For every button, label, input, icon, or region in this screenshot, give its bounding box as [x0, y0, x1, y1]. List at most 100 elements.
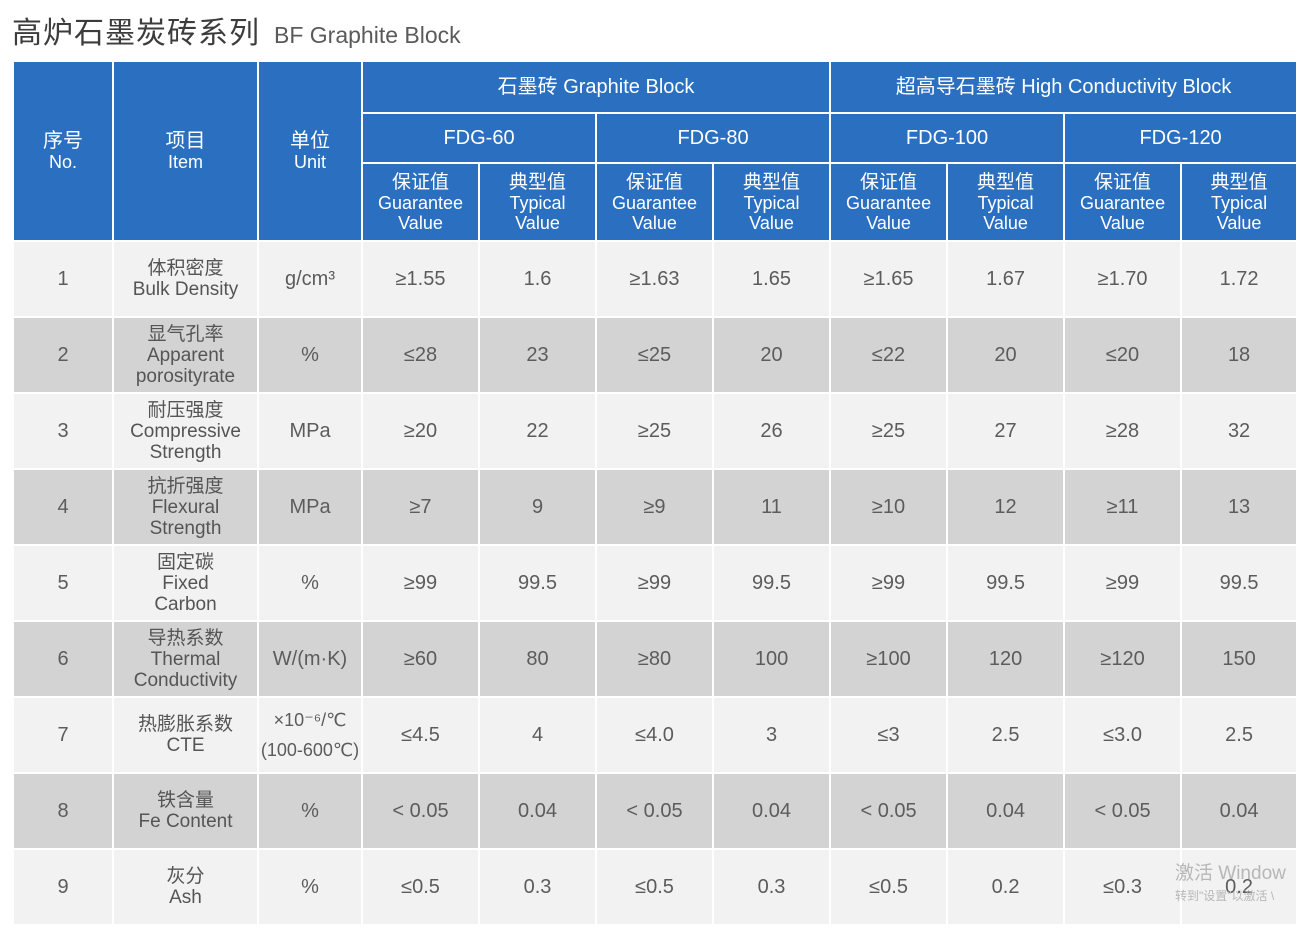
row-unit: W/(m·K)	[257, 620, 363, 698]
typical-value-cell: 26	[711, 392, 832, 470]
typical-value-cell: 20	[946, 316, 1066, 394]
item-cn: 铁含量	[156, 790, 214, 811]
item-en: Apparent	[146, 344, 225, 366]
item-cn: 耐压强度	[147, 399, 224, 421]
row-item: 铁含量 Fe Content	[112, 772, 259, 850]
guarantee-value-cell: ≤3	[829, 696, 949, 774]
typical-value-cell: 100	[711, 620, 832, 698]
spec-table: 序号 No. 项目 Item 单位 Unit 石墨砖 Graphite Bloc…	[12, 60, 1299, 926]
guarantee-value-cell: < 0.05	[1063, 772, 1183, 850]
guarantee-value-cell: ≤28	[361, 316, 480, 394]
row-unit: ×10⁻⁶/℃ (100-600℃)	[257, 696, 363, 774]
table-row: 6 导热系数 Thermal Conductivity W/(m·K) ≥60 80 ≥80 1…	[12, 620, 1299, 698]
header-group-graphite: 石墨砖 Graphite Block	[360, 60, 832, 114]
row-item: 灰分 Ash	[112, 848, 259, 926]
item-cn: 体积密度	[147, 258, 224, 279]
header-no-cn: 序号	[43, 130, 83, 152]
row-item: 耐压强度 Compressive Strength	[112, 392, 259, 470]
row-item: 显气孔率 Apparent porosityrate	[112, 316, 259, 394]
item-en: Carbon	[154, 593, 217, 615]
item-cn: 抗折强度	[147, 475, 224, 497]
item-en: Thermal	[150, 648, 221, 670]
typical-value-cell: 1.65	[711, 240, 832, 318]
row-item: 导热系数 Thermal Conductivity	[112, 620, 259, 698]
table-row: 8 铁含量 Fe Content% < 0.05 0.04 < 0.05 0.04 < 0.0…	[12, 772, 1299, 850]
row-number: 5	[12, 544, 114, 622]
item-en: Strength	[149, 441, 222, 463]
item-cn: 热膨胀系数	[137, 714, 233, 735]
table-body: 1 体积密度 Bulk Density g/cm³ ≥1.55 1.6 ≥1.63 1.65 ≥…	[12, 240, 1299, 926]
typical-value-cell: 0.04	[711, 772, 832, 850]
guarantee-value-cell: ≤3.0	[1063, 696, 1183, 774]
header-grade-fdg60: FDG-60	[361, 112, 597, 164]
guarantee-value-cell: ≥10	[829, 468, 949, 546]
header-typical: 典型值 Typical Value	[946, 162, 1066, 242]
header-no: 序号 No.	[12, 60, 114, 242]
row-item: 体积密度 Bulk Density	[112, 240, 259, 318]
table-row: 9 灰分 Ash% ≤0.5 0.3 ≤0.5 0.3 ≤0.5 0.2 ≤0.3 0.2	[12, 848, 1299, 926]
typical-value-cell: 0.04	[478, 772, 597, 850]
typical-value-cell: 2.5	[1180, 696, 1299, 774]
typical-value-cell: 150	[1180, 620, 1299, 698]
row-unit: g/cm³	[257, 240, 363, 318]
typical-value-cell: 3	[711, 696, 832, 774]
guarantee-value-cell: < 0.05	[829, 772, 949, 850]
row-unit: %	[257, 316, 363, 394]
item-en: Ash	[169, 887, 202, 908]
item-en: Compressive	[130, 420, 241, 442]
guarantee-value-cell: ≥20	[361, 392, 480, 470]
guarantee-value-cell: ≥1.70	[1063, 240, 1183, 318]
header-guarantee: 保证值 Guarantee Value	[361, 162, 480, 242]
table-row: 7 热膨胀系数 CTE ×10⁻⁶/℃ (100-600℃) ≤4.5 4 ≤4.0 3 ≤3 2.…	[12, 696, 1299, 774]
row-item: 抗折强度 Flexural Strength	[112, 468, 259, 546]
typical-value-cell: 18	[1180, 316, 1299, 394]
guarantee-value-cell: < 0.05	[595, 772, 714, 850]
header-grade-fdg120: FDG-120	[1063, 112, 1299, 164]
guarantee-value-cell: ≥99	[361, 544, 480, 622]
header-typical: 典型值 Typical Value	[478, 162, 597, 242]
typical-value-cell: 99.5	[946, 544, 1066, 622]
typical-value-cell: 4	[478, 696, 597, 774]
typical-value-cell: 99.5	[478, 544, 597, 622]
guarantee-value-cell: ≥7	[361, 468, 480, 546]
row-unit: %	[257, 772, 363, 850]
page-title: 高炉石墨炭砖系列 BF Graphite Block	[12, 8, 461, 52]
guarantee-value-cell: ≥11	[1063, 468, 1183, 546]
typical-value-cell: 0.04	[946, 772, 1066, 850]
item-en: Flexural	[151, 496, 220, 518]
header-unit-en: Unit	[293, 152, 326, 172]
header-grade-fdg100: FDG-100	[829, 112, 1066, 164]
header-grade-fdg80: FDG-80	[594, 112, 832, 164]
typical-value-cell: 32	[1180, 392, 1299, 470]
item-en: Strength	[149, 517, 222, 539]
header-guarantee: 保证值 Guarantee Value	[829, 162, 949, 242]
item-en: porosityrate	[135, 365, 236, 387]
item-en: CTE	[166, 735, 205, 756]
row-number: 9	[12, 848, 114, 926]
item-cn: 固定碳	[156, 551, 214, 573]
typical-value-cell: 120	[946, 620, 1066, 698]
guarantee-value-cell: ≤4.5	[361, 696, 480, 774]
item-cn: 灰分	[166, 866, 205, 887]
row-number: 7	[12, 696, 114, 774]
typical-value-cell: 20	[711, 316, 832, 394]
item-en: Bulk Density	[132, 279, 239, 300]
row-unit: %	[257, 848, 363, 926]
row-number: 1	[12, 240, 114, 318]
table-row: 2 显气孔率 Apparent porosityrate% ≤28 23 ≤25 20 ≤22 2…	[12, 316, 1299, 394]
item-cn: 显气孔率	[147, 323, 224, 345]
header-item: 项目 Item	[112, 60, 259, 242]
header-item-en: Item	[167, 152, 203, 172]
row-unit: MPa	[257, 392, 363, 470]
typical-value-cell: 22	[478, 392, 597, 470]
typical-value-cell: 99.5	[711, 544, 832, 622]
row-unit: %	[257, 544, 363, 622]
table-row: 1 体积密度 Bulk Density g/cm³ ≥1.55 1.6 ≥1.63 1.65 ≥…	[12, 240, 1299, 318]
typical-value-cell: 1.6	[478, 240, 597, 318]
header-unit: 单位 Unit	[257, 60, 363, 242]
row-number: 8	[12, 772, 114, 850]
table-row: 3 耐压强度 Compressive Strength MPa ≥20 22 ≥25 26 ≥25…	[12, 392, 1299, 470]
typical-value-cell: 0.04	[1180, 772, 1299, 850]
row-number: 4	[12, 468, 114, 546]
typical-value-cell: 1.72	[1180, 240, 1299, 318]
